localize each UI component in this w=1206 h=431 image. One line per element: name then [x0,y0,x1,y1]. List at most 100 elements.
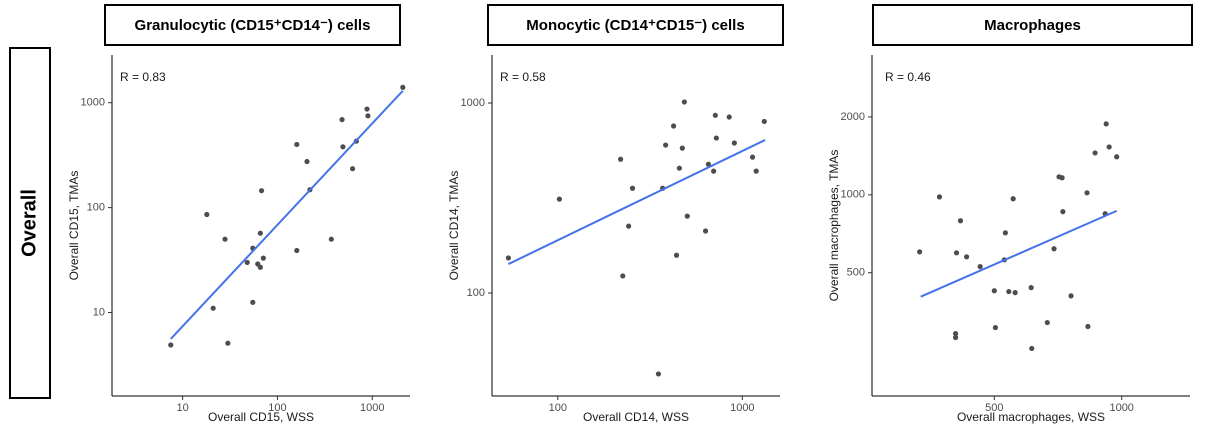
point [753,168,759,174]
point [681,99,687,105]
title-box [872,4,1193,46]
point [400,84,406,90]
row-label-box [9,47,51,399]
point [711,168,717,174]
y-axis-label: Overall macrophages, TMAs [827,150,841,302]
point [244,259,250,266]
point [225,340,231,346]
point [1051,246,1057,252]
point [712,112,718,118]
chart-title: Macrophages [984,17,1081,34]
fit-line [920,209,1118,298]
point [673,252,680,258]
point [618,156,624,162]
point [963,254,970,260]
point [684,213,690,219]
point [349,166,356,172]
x-tick-label: 1000 [1109,402,1133,414]
point [505,255,512,261]
y-tick-label: 10 [93,306,105,318]
point [365,113,371,119]
point [328,236,334,242]
point [1010,196,1016,202]
annotation: R = 0.46 [885,70,931,84]
point [936,194,943,200]
point [679,145,685,151]
y-tick-label: 500 [847,267,865,279]
point [977,264,983,270]
point [702,228,709,234]
point [1084,190,1090,196]
point [629,185,636,191]
point [655,371,662,377]
point [1060,209,1066,215]
y-tick-label: 2000 [841,111,865,123]
point [620,273,626,279]
y-axis-label: Overall CD14, TMAs [447,171,461,281]
point [1059,175,1065,181]
annotation: R = 0.83 [120,70,166,84]
x-tick-label: 10 [176,402,188,414]
point [991,288,997,294]
point [731,140,737,146]
point [1002,230,1008,236]
point [992,324,999,331]
point [210,305,216,311]
point [1068,293,1074,299]
point [713,135,719,141]
point [1006,288,1012,295]
y-tick-label: 1000 [461,97,485,109]
point [1044,319,1050,326]
point [294,247,300,254]
point [257,264,263,270]
y-tick-label: 1000 [841,189,865,201]
point [556,196,562,202]
point [953,250,960,256]
point [1092,150,1098,156]
point [1028,285,1034,291]
x-axis-label: Overall macrophages, WSS [957,410,1105,424]
point [952,334,959,341]
chart-title: Granulocytic (CD15⁺CD14⁻) cells [135,17,371,34]
point [364,106,370,112]
point [726,114,732,120]
point [1103,121,1109,127]
title-box [104,4,401,46]
point [1114,154,1120,160]
chart-title: Monocytic (CD14⁺CD15⁻) cells [526,17,744,34]
point [676,165,682,171]
annotation: R = 0.58 [500,70,546,84]
x-axis-label: Overall CD15, WSS [208,410,314,424]
point [339,117,345,123]
x-tick-label: 100 [268,402,286,414]
point [1106,144,1112,150]
row-label: Overall [18,189,40,257]
point [304,158,310,165]
y-tick-label: 100 [467,287,485,299]
point [670,123,677,129]
x-tick-label: 1000 [730,402,754,414]
point [663,142,669,148]
point [749,154,756,160]
point [705,161,712,167]
point [168,342,174,348]
point [222,236,228,242]
y-tick-label: 1000 [81,97,105,109]
point [294,141,300,148]
x-tick-label: 100 [549,402,567,414]
x-tick-label: 1000 [360,402,384,414]
fit-line [507,139,766,265]
point [204,211,210,218]
point [761,118,767,125]
point [260,255,266,261]
point [340,144,346,150]
y-tick-label: 100 [87,202,105,214]
point [952,330,959,337]
y-axis-label: Overall CD15, TMAs [67,171,81,281]
point [258,188,265,194]
point [1012,290,1018,296]
point [250,299,256,305]
point [1085,323,1091,330]
point [257,230,263,236]
